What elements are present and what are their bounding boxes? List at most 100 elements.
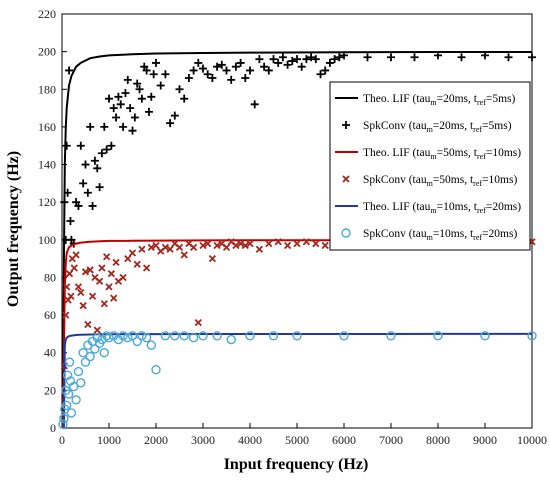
data-point-plus — [241, 73, 250, 82]
data-point-x — [77, 288, 85, 297]
data-point-plus — [227, 75, 236, 84]
data-point-x — [133, 260, 141, 268]
data-point-circle — [62, 370, 73, 381]
data-point-circle — [151, 364, 161, 375]
legend-text-part: =10ms) — [482, 174, 517, 186]
data-point-x — [70, 264, 78, 272]
data-point-circle — [170, 331, 180, 341]
series-3 — [60, 238, 536, 370]
data-point-plus — [269, 55, 278, 64]
data-point-plus — [189, 66, 198, 75]
data-point-plus — [95, 183, 104, 192]
data-point-x — [88, 292, 97, 300]
data-point-plus — [114, 92, 123, 101]
data-point-circle — [292, 331, 302, 341]
data-point-plus — [213, 62, 222, 71]
y-tick-label: 180 — [38, 82, 56, 96]
y-tick-label: 140 — [38, 158, 56, 172]
legend-entry: Theo. LIF (taum=20ms, tref=5ms) — [363, 93, 516, 107]
data-point-circle — [76, 378, 86, 388]
data-point-x — [98, 264, 106, 272]
data-point-x — [204, 239, 212, 248]
data-point-plus — [342, 121, 350, 129]
data-point-plus — [246, 66, 254, 75]
data-point-circle — [480, 331, 490, 341]
data-point-plus — [81, 160, 90, 169]
x-tick-label: 4000 — [238, 433, 262, 447]
series-5 — [58, 331, 537, 429]
data-point-plus — [199, 64, 207, 73]
legend-text-part: Theo. LIF (tau — [363, 147, 431, 159]
data-point-plus — [321, 66, 330, 75]
series-line — [61, 51, 532, 429]
legend-subscript: m — [430, 98, 437, 107]
data-point-plus — [90, 156, 99, 165]
data-point-plus — [236, 58, 245, 67]
data-point-plus — [112, 113, 121, 122]
data-point-x — [283, 241, 292, 250]
data-point-x — [213, 241, 221, 250]
data-point-circle — [141, 332, 152, 343]
series-2 — [61, 239, 532, 429]
data-point-circle — [137, 331, 147, 341]
data-point-plus — [340, 51, 348, 60]
data-point-circle — [66, 408, 77, 418]
x-tick-label: 6000 — [332, 433, 356, 447]
data-point-x — [189, 243, 198, 251]
y-tick-label: 80 — [44, 270, 56, 284]
data-point-x — [255, 245, 264, 253]
data-point-plus — [297, 62, 306, 71]
data-point-plus — [88, 201, 97, 210]
data-point-plus — [128, 126, 137, 135]
legend-subscript: ref — [477, 98, 486, 107]
data-point-plus — [255, 55, 264, 64]
data-point-circle — [99, 348, 110, 358]
data-point-x — [107, 270, 115, 278]
data-point-circle — [73, 366, 84, 377]
y-tick-label: 20 — [44, 383, 56, 397]
data-point-plus — [166, 119, 175, 128]
data-point-circle — [198, 331, 208, 341]
data-point-x — [63, 283, 71, 291]
data-point-x — [161, 243, 170, 251]
data-point-circle — [61, 400, 72, 411]
data-point-x — [112, 258, 120, 267]
data-point-x — [232, 241, 240, 250]
legend-text-part: =10ms, t — [433, 228, 474, 240]
data-point-x — [81, 268, 90, 276]
data-point-plus — [97, 149, 106, 158]
data-point-plus — [142, 66, 151, 75]
data-point-x — [86, 266, 94, 274]
data-point-plus — [330, 55, 339, 64]
data-point-circle — [212, 331, 222, 341]
legend-subscript: ref — [477, 152, 486, 161]
data-point-circle — [433, 331, 443, 341]
x-tick-label: 8000 — [426, 433, 450, 447]
data-point-circle — [268, 331, 279, 341]
data-point-circle — [527, 331, 537, 341]
data-point-x — [302, 238, 311, 246]
data-point-plus — [363, 53, 372, 62]
legend-entry: Theo. LIF (taum=10ms, tref=20ms) — [363, 201, 521, 215]
data-point-x — [342, 175, 350, 183]
data-point-plus — [316, 70, 325, 79]
data-point-x — [194, 318, 202, 327]
legend-text-part: =10ms) — [486, 147, 521, 159]
data-point-circle — [386, 331, 396, 341]
legend-text-part: =50ms, t — [433, 174, 474, 186]
data-point-circle — [179, 331, 189, 341]
data-point-plus — [130, 113, 139, 122]
data-point-circle — [226, 334, 236, 345]
data-point-plus — [116, 100, 125, 109]
data-point-plus — [222, 66, 231, 75]
data-point-x — [62, 311, 70, 319]
data-point-x — [119, 273, 127, 282]
data-point-circle — [127, 331, 138, 341]
data-point-x — [274, 238, 282, 246]
data-point-plus — [60, 198, 69, 207]
data-point-plus — [302, 55, 311, 64]
data-point-plus — [184, 73, 193, 82]
data-point-circle — [63, 389, 74, 399]
legend-text-part: =10ms, t — [437, 201, 478, 213]
data-point-plus — [100, 122, 109, 131]
